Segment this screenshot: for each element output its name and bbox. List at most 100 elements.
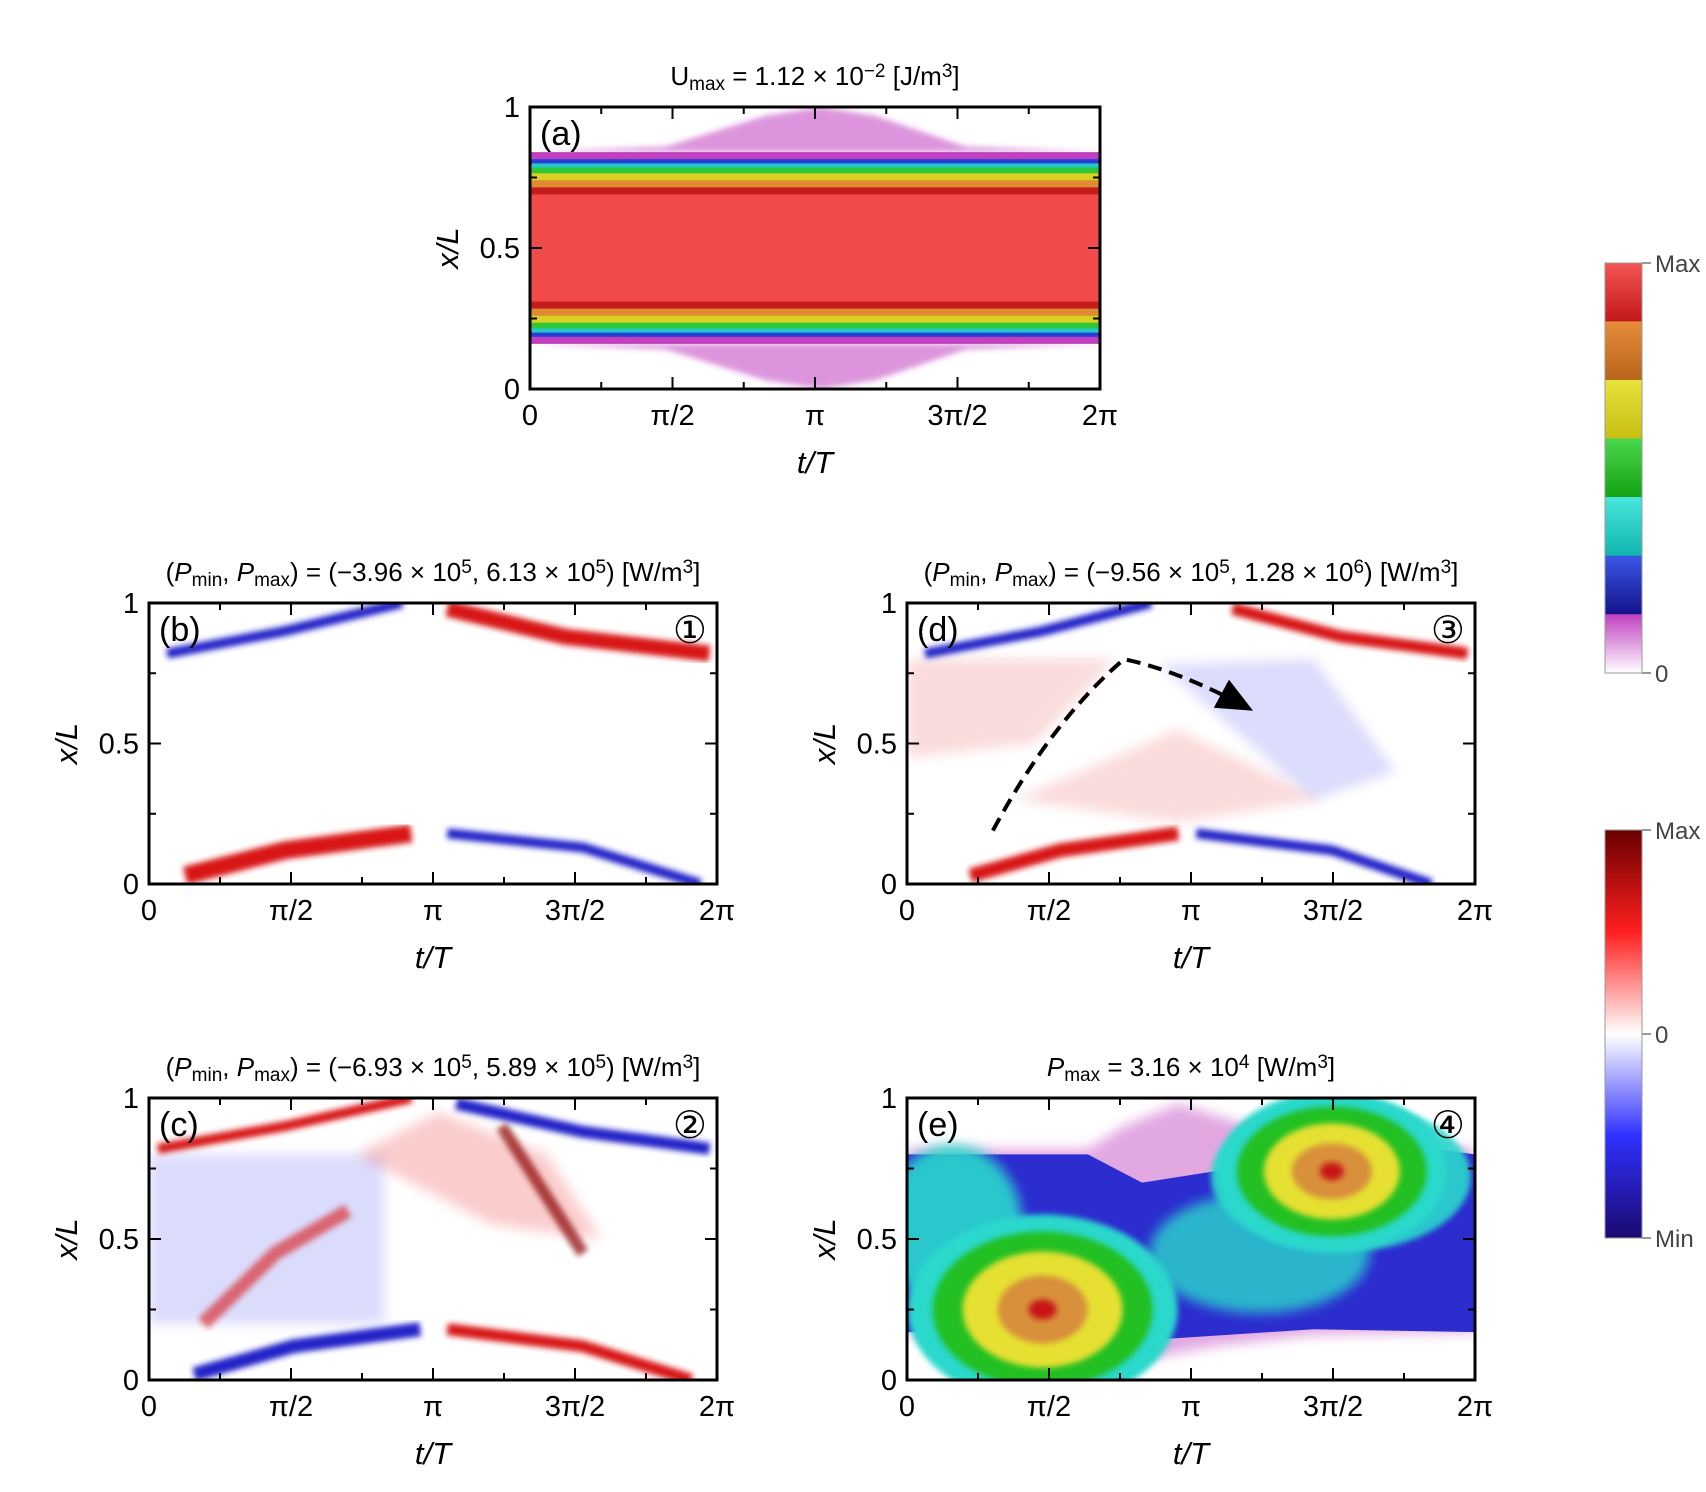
blue-arc-lower-right bbox=[1195, 828, 1433, 884]
panel-d: 0 π/2 π 3π/2 2π 0 0.5 1 t/T x/L (d) ③ (Pmin, Pmax) =… bbox=[807, 557, 1493, 975]
panel-label: (a) bbox=[540, 115, 582, 153]
panel-title: (Pmin, Pmax) = (−6.93 × 105, 5.89 × 105)… bbox=[166, 1052, 701, 1086]
x-tick-label: π bbox=[1181, 895, 1201, 927]
x-tick-label: π/2 bbox=[1027, 1391, 1071, 1423]
x-tick-label: 3π/2 bbox=[545, 1391, 605, 1423]
y-tick-label: 1 bbox=[881, 588, 897, 620]
x-tick-label: π bbox=[423, 895, 443, 927]
x-tick-label: 2π bbox=[1082, 400, 1118, 432]
panel-label: (c) bbox=[159, 1106, 199, 1144]
panel-title: (Pmin, Pmax) = (−9.56 × 105, 1.28 × 106)… bbox=[924, 557, 1459, 591]
x-tick-label: π/2 bbox=[650, 400, 694, 432]
panel-title: Umax = 1.12 × 10−2 [J/m3] bbox=[670, 61, 959, 95]
magenta-dome-top bbox=[530, 107, 1100, 153]
y-tick-label: 0 bbox=[123, 1365, 139, 1397]
corner-label: ① bbox=[673, 610, 707, 652]
x-tick-label: 2π bbox=[1457, 895, 1493, 927]
x-tick-label: 0 bbox=[141, 895, 157, 927]
x-axis-label: t/T bbox=[1173, 1436, 1211, 1471]
y-axis-label: x/L bbox=[49, 723, 84, 766]
y-tick-label: 0.5 bbox=[480, 233, 520, 265]
red-arc-lower-right bbox=[446, 1323, 694, 1380]
y-tick-label: 1 bbox=[504, 92, 520, 124]
x-tick-label: π bbox=[423, 1391, 443, 1423]
x-tick-label: π bbox=[805, 400, 825, 432]
red-field-left bbox=[907, 659, 1115, 758]
colorbar-label: 0 bbox=[1655, 661, 1668, 688]
corner-label: ④ bbox=[1431, 1105, 1465, 1147]
panel-title: Pmax = 3.16 × 104 [W/m3] bbox=[1047, 1052, 1335, 1086]
hotspot-left-red bbox=[1028, 1299, 1057, 1320]
x-tick-label: 0 bbox=[141, 1391, 157, 1423]
x-axis-label: t/T bbox=[415, 940, 453, 975]
red-arc-upper-left bbox=[157, 1098, 413, 1154]
y-axis-label: x/L bbox=[430, 227, 465, 270]
heatmap-a bbox=[530, 107, 1100, 389]
blue-field-left bbox=[149, 1154, 385, 1324]
x-tick-label: 3π/2 bbox=[1303, 895, 1363, 927]
heatmap-b bbox=[166, 603, 711, 884]
x-tick-label: 2π bbox=[1457, 1391, 1493, 1423]
y-tick-label: 1 bbox=[123, 588, 139, 620]
colorbar-label: Min bbox=[1655, 1226, 1694, 1253]
y-tick-label: 0 bbox=[504, 374, 520, 406]
blue-arc-upper-left bbox=[166, 603, 404, 659]
y-axis-label: x/L bbox=[807, 723, 842, 766]
y-tick-label: 0.5 bbox=[857, 1224, 897, 1256]
red-field-center bbox=[1015, 729, 1323, 823]
panel-a: 0 π/2 π 3π/2 2π 0 0.5 1 t/T x/L (a) Umax = 1.12 × 1… bbox=[430, 61, 1118, 480]
x-tick-label: π bbox=[1181, 1391, 1201, 1423]
x-tick-label: 3π/2 bbox=[927, 400, 987, 432]
colorbar-label: Max bbox=[1655, 818, 1700, 845]
panel-e: 0 π/2 π 3π/2 2π 0 0.5 1 t/T x/L (e) ④ Pmax = 3.16 × … bbox=[807, 1052, 1493, 1471]
colorbar-gradient bbox=[1604, 262, 1643, 674]
heatmap-c bbox=[149, 1098, 711, 1380]
colorbar-sequential: Max 0 bbox=[1604, 251, 1700, 688]
y-tick-label: 0.5 bbox=[99, 1224, 139, 1256]
x-axis-label: t/T bbox=[415, 1436, 453, 1471]
x-tick-label: π/2 bbox=[1027, 895, 1071, 927]
y-tick-label: 0 bbox=[881, 869, 897, 901]
colorbar-label: Max bbox=[1655, 251, 1700, 278]
x-tick-label: 3π/2 bbox=[545, 895, 605, 927]
red-streak-left bbox=[198, 1204, 352, 1329]
panel-b: 0 π/2 π 3π/2 2π 0 0.5 1 t/T x/L (b) ① (Pmin, Pmax) =… bbox=[49, 557, 735, 975]
panel-c: 0 π/2 π 3π/2 2π 0 0.5 1 t/T x/L (c) ② (Pmin, Pmax) =… bbox=[49, 1052, 735, 1471]
x-tick-label: 0 bbox=[899, 1391, 915, 1423]
y-tick-label: 0 bbox=[123, 869, 139, 901]
blue-arc-upper-right bbox=[455, 1098, 711, 1155]
colorbar-label: 0 bbox=[1655, 1022, 1668, 1049]
y-axis-label: x/L bbox=[49, 1218, 84, 1261]
x-tick-label: 2π bbox=[699, 1391, 735, 1423]
y-tick-label: 1 bbox=[123, 1083, 139, 1115]
red-arc-lower-left bbox=[182, 824, 413, 884]
magenta-dome-bottom bbox=[530, 343, 1100, 389]
red-streak-right bbox=[496, 1122, 588, 1257]
x-tick-label: 3π/2 bbox=[1303, 1391, 1363, 1423]
x-tick-label: π/2 bbox=[269, 895, 313, 927]
x-tick-label: 0 bbox=[899, 895, 915, 927]
panel-title: (Pmin, Pmax) = (−3.96 × 105, 6.13 × 105)… bbox=[166, 557, 701, 591]
colorbar-diverging: Max 0 Min bbox=[1604, 818, 1700, 1253]
red-arc-upper-right bbox=[445, 603, 711, 662]
heatmap-d bbox=[907, 603, 1469, 884]
panel-label: (d) bbox=[917, 611, 959, 649]
corner-label: ③ bbox=[1431, 610, 1465, 652]
hotspot-right-red bbox=[1319, 1162, 1344, 1181]
heatmap-e bbox=[907, 1098, 1475, 1380]
x-tick-label: π/2 bbox=[269, 1391, 313, 1423]
red-arc-lower-left bbox=[968, 826, 1180, 883]
blue-arc-lower-left bbox=[192, 1322, 422, 1380]
y-tick-label: 1 bbox=[881, 1083, 897, 1115]
y-axis-label: x/L bbox=[807, 1218, 842, 1261]
red-field-upper bbox=[356, 1112, 601, 1239]
red-arc-upper-right bbox=[1230, 603, 1469, 660]
y-tick-label: 0.5 bbox=[857, 729, 897, 761]
x-axis-label: t/T bbox=[797, 445, 835, 480]
x-axis-label: t/T bbox=[1173, 940, 1211, 975]
x-tick-label: 2π bbox=[699, 895, 735, 927]
blue-arc-lower-right bbox=[446, 828, 702, 884]
colorbar-gradient bbox=[1604, 829, 1643, 1239]
y-tick-label: 0 bbox=[881, 1365, 897, 1397]
